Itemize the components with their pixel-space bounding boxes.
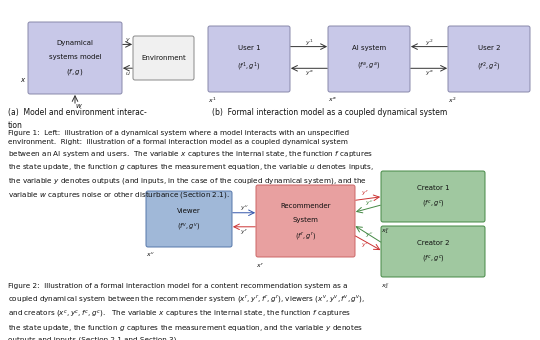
Text: $y^1$: $y^1$: [305, 37, 313, 48]
Text: User 2: User 2: [478, 45, 500, 51]
Text: Figure 2:  Illustration of a formal interaction model for a content recommendati: Figure 2: Illustration of a formal inter…: [8, 283, 366, 340]
Text: Environment: Environment: [141, 55, 186, 61]
Text: $(f^c, g^c)$: $(f^c, g^c)$: [422, 254, 444, 265]
Text: $y^r$: $y^r$: [240, 227, 248, 237]
FancyBboxPatch shape: [448, 26, 530, 92]
Text: $(f^a, g^a)$: $(f^a, g^a)$: [357, 61, 381, 72]
Text: (a)  Model and environment interac-
tion: (a) Model and environment interac- tion: [8, 108, 147, 130]
Text: Recommender: Recommender: [280, 203, 330, 209]
FancyBboxPatch shape: [381, 226, 485, 277]
Text: $y^a$: $y^a$: [425, 69, 433, 78]
Text: $x^r$: $x^r$: [256, 261, 264, 270]
Text: $x^2$: $x^2$: [448, 96, 456, 105]
Text: $y^r$: $y^r$: [361, 240, 369, 250]
Text: $y^v$: $y^v$: [240, 204, 248, 214]
Text: User 1: User 1: [238, 45, 260, 51]
Text: $(f^1, g^1)$: $(f^1, g^1)$: [237, 60, 261, 72]
Text: $y^a$: $y^a$: [305, 69, 313, 78]
FancyBboxPatch shape: [133, 36, 194, 80]
Text: System: System: [293, 217, 319, 223]
Text: $y^c$: $y^c$: [365, 231, 373, 240]
Text: Viewer: Viewer: [177, 208, 201, 214]
Text: $w$: $w$: [75, 102, 83, 110]
Text: $(f^c, g^c)$: $(f^c, g^c)$: [422, 199, 444, 210]
Text: AI system: AI system: [352, 45, 386, 51]
Text: (b)  Formal interaction model as a coupled dynamical system: (b) Formal interaction model as a couple…: [212, 108, 447, 117]
Text: $y$: $y$: [125, 36, 131, 45]
Text: $x_1^c$: $x_1^c$: [381, 226, 389, 236]
FancyBboxPatch shape: [328, 26, 410, 92]
FancyBboxPatch shape: [381, 171, 485, 222]
Text: $(f^2, g^2)$: $(f^2, g^2)$: [477, 60, 501, 72]
Text: $y^2$: $y^2$: [425, 37, 433, 48]
Text: $x^a$: $x^a$: [328, 96, 336, 104]
FancyBboxPatch shape: [28, 22, 122, 94]
Text: $x$: $x$: [19, 76, 26, 84]
Text: Dynamical: Dynamical: [57, 40, 93, 46]
Text: $u$: $u$: [125, 70, 130, 77]
Text: $(f, g)$: $(f, g)$: [66, 67, 84, 76]
Text: $(f^v, g^v)$: $(f^v, g^v)$: [178, 222, 200, 233]
FancyBboxPatch shape: [256, 185, 355, 257]
Text: Creator 2: Creator 2: [417, 240, 449, 246]
Text: Creator 1: Creator 1: [417, 185, 449, 191]
Text: Figure 1:  Left:  illustration of a dynamical system where a model interacts wit: Figure 1: Left: illustration of a dynami…: [8, 130, 374, 200]
Text: $x_2^c$: $x_2^c$: [381, 281, 389, 291]
Text: $(f^r, g^r)$: $(f^r, g^r)$: [295, 230, 316, 242]
FancyBboxPatch shape: [146, 191, 232, 247]
Text: $y^r$: $y^r$: [361, 189, 369, 199]
Text: $x^v$: $x^v$: [146, 251, 155, 259]
Text: $y^c$: $y^c$: [365, 199, 373, 208]
Text: systems model: systems model: [49, 54, 102, 59]
FancyBboxPatch shape: [208, 26, 290, 92]
Text: $x^1$: $x^1$: [208, 96, 217, 105]
